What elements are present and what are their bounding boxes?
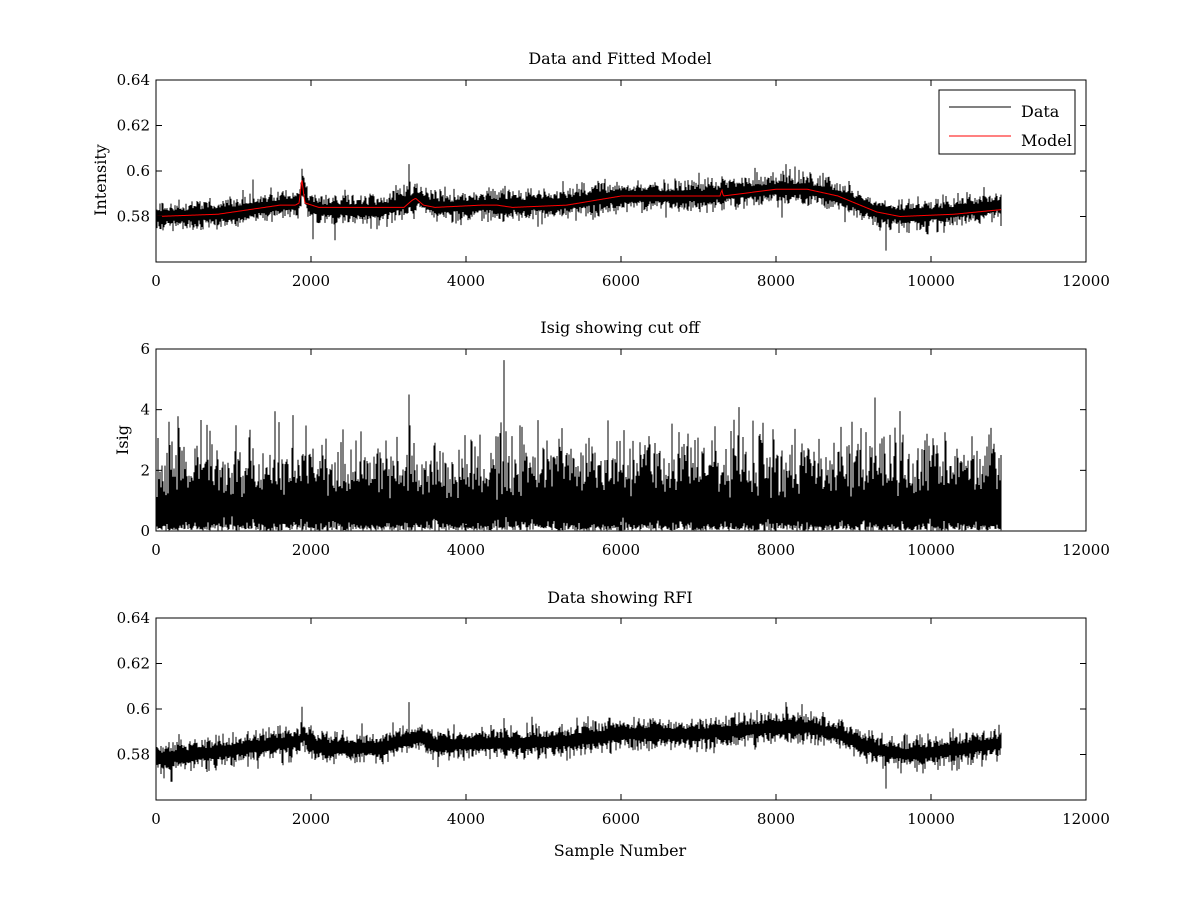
legend: Data Model [938,89,1076,155]
axes-box [155,617,1087,801]
y-tick-label: 0.58 [117,208,150,226]
panel-1: Data and Fitted Model Intensity 0 2000 400… [91,49,1110,290]
chart-title: Data showing RFI [547,588,692,607]
panel-2: Isig showing cut off Isig 0 2000 4000 6000 8… [113,318,1110,559]
x-tick-label: 10000 [907,541,955,559]
legend-label-data: Data [1021,102,1060,121]
legend-label-model: Model [1021,131,1072,150]
y-tick-label: 0.62 [117,655,150,673]
series-line-model [155,180,1002,218]
series-line-data [155,702,1002,789]
x-tick-label: 4000 [447,272,485,290]
plot-area-2: 0 2000 4000 6000 8000 10000 12000 0 2 4 6 [140,340,1109,559]
y-tick-label: 0.64 [117,609,150,627]
x-tick-label: 2000 [292,272,330,290]
x-tick-label: 6000 [602,810,640,828]
x-axis-label: Sample Number [554,841,687,860]
x-tick-label: 2000 [292,810,330,828]
axes-box [155,79,1087,263]
x-tick-label: 12000 [1062,272,1110,290]
y-tick-label: 0.6 [126,700,150,718]
x-tick-label: 6000 [602,541,640,559]
x-tick-label: 8000 [757,272,795,290]
x-tick-label: 4000 [447,541,485,559]
chart-title: Data and Fitted Model [528,49,711,68]
y-tick-label: 4 [140,401,150,419]
x-tick-label: 12000 [1062,810,1110,828]
y-tick-label: 0 [140,522,150,540]
panel-3: Data showing RFI Sample Number 0 2000 4000… [117,588,1110,860]
y-axis-label: Isig [113,425,132,455]
x-tick-label: 2000 [292,541,330,559]
x-tick-label: 0 [151,541,161,559]
x-tick-label: 12000 [1062,541,1110,559]
legend-box [938,89,1076,155]
x-tick-label: 8000 [757,541,795,559]
y-tick-label: 6 [140,340,150,358]
y-tick-label: 0.58 [117,746,150,764]
y-tick-label: 0.64 [117,71,150,89]
y-tick-label: 0.62 [117,117,150,135]
x-tick-label: 0 [151,810,161,828]
y-tick-label: 0.6 [126,162,150,180]
x-tick-label: 0 [151,272,161,290]
x-tick-label: 10000 [907,810,955,828]
x-tick-label: 8000 [757,810,795,828]
y-axis-label: Intensity [91,144,110,216]
plot-area-3: 0 2000 4000 6000 8000 10000 12000 0.58 0.6 0.62 0.… [117,609,1110,828]
series-line-isig [155,360,1002,531]
chart-title: Isig showing cut off [540,318,701,337]
y-tick-label: 2 [140,461,150,479]
x-tick-label: 10000 [907,272,955,290]
x-tick-label: 6000 [602,272,640,290]
x-tick-label: 4000 [447,810,485,828]
plot-area-1: 0 2000 4000 6000 8000 10000 12000 0.58 0.6 0.62 0.… [117,71,1110,290]
